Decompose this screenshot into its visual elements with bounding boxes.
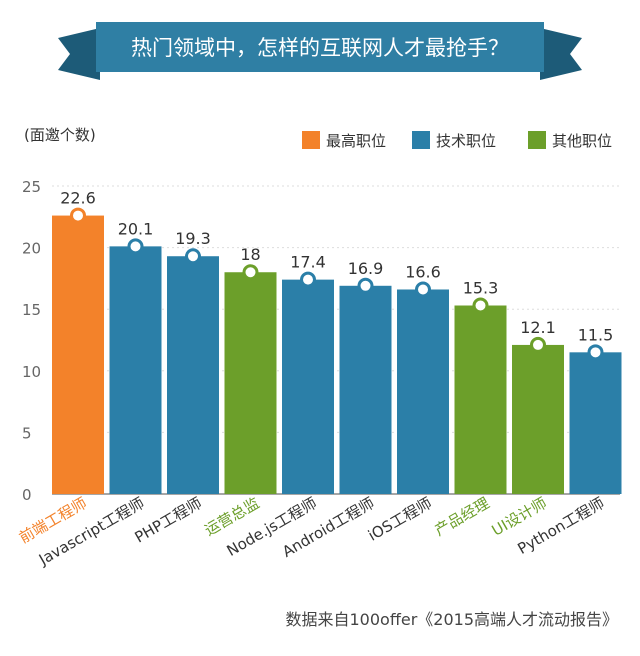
title-banner: 热门领域中，怎样的互联网人才最抢手？ [58,22,582,80]
legend-label: 其他职位 [552,132,612,150]
bar [569,352,622,494]
banner-left-fold [58,28,100,80]
x-axis-labels: 前端工程师Javascript工程师PHP工程师运营总监Node.js工程师An… [16,494,607,569]
legend-swatch [302,131,320,149]
data-label: 15.3 [463,279,499,298]
banner-body [96,22,544,72]
y-axis-label: (面邀个数) [24,126,96,144]
bar-marker [242,264,259,281]
bar-marker [127,238,144,255]
bar-marker [530,336,546,353]
data-label: 22.6 [60,189,96,208]
y-axis: 0 5 10 15 20 25 [22,178,41,504]
legend-label: 最高职位 [326,132,386,150]
bar [339,285,392,494]
y-tick-label: 15 [22,301,41,319]
bar-chart: 0 5 10 15 20 25 (面邀个数) 最高职位 技术职位 其他职位 22.6 20.1 1… [16,126,622,569]
bar [512,344,564,494]
x-tick-label: 产品经理 [432,494,493,540]
chart-title: 热门领域中，怎样的互联网人才最抢手？ [131,36,509,60]
legend-label: 技术职位 [436,132,496,150]
data-label: 20.1 [118,219,154,238]
x-tick-label: Javascript工程师 [35,494,147,569]
bar [454,305,507,494]
bar [397,289,449,494]
data-label: 17.4 [290,253,326,272]
bar-marker [357,277,374,294]
bar [282,279,334,494]
y-tick-label: 10 [22,363,41,381]
bar [167,256,219,494]
bar-marker [415,281,431,298]
bar [109,246,162,494]
bar-marker [300,271,316,288]
legend-swatch [412,131,430,149]
x-tick-label: iOS工程师 [365,494,435,545]
data-label: 12.1 [520,318,556,337]
data-label: 19.3 [175,229,211,248]
banner-right-fold [540,28,582,80]
bars: 22.6 20.1 19.3 18 17.4 16.9 16.6 15.3 12.1 11.5 [52,189,622,494]
data-label: 18 [240,245,260,264]
bar [52,215,104,494]
bar-marker [185,248,201,265]
bar-marker [70,207,86,224]
data-label: 11.5 [578,325,614,344]
bar-marker [472,297,489,314]
legend: 最高职位 技术职位 其他职位 [302,131,612,150]
data-source: 数据来自100offer《2015高端人才流动报告》 [285,610,619,629]
data-label: 16.6 [405,262,441,281]
bar-marker [587,344,604,361]
y-tick-label: 20 [22,240,41,258]
data-label: 16.9 [348,259,384,278]
y-tick-label: 25 [22,178,41,196]
legend-swatch [528,131,546,149]
y-tick-label: 0 [22,486,32,504]
y-tick-label: 5 [22,424,32,442]
bar [224,272,277,494]
